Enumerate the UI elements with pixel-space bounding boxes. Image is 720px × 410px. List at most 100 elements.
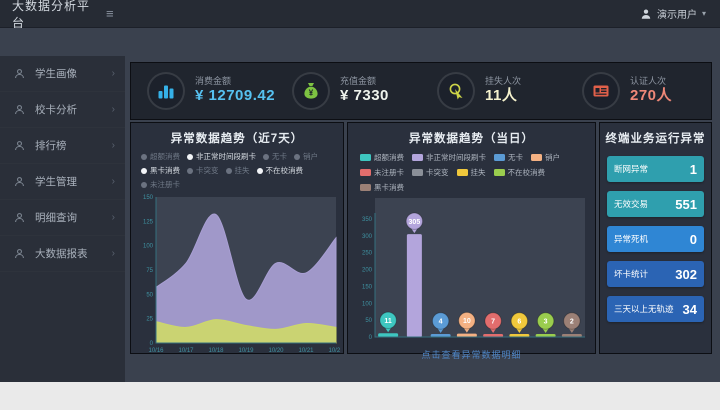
- svg-text:200: 200: [362, 268, 373, 274]
- sidebar-item[interactable]: 学生管理 ›: [0, 164, 125, 200]
- sidebar-item-icon: [13, 211, 27, 225]
- chevron-right-icon: ›: [111, 248, 115, 259]
- sidebar-item-label: 排行榜: [35, 140, 67, 152]
- legend-item[interactable]: 挂失: [225, 165, 250, 176]
- legend-item[interactable]: 卡突变: [412, 167, 449, 178]
- legend-swatch: [494, 154, 505, 161]
- svg-text:2: 2: [570, 319, 574, 326]
- legend-dot: [187, 167, 193, 174]
- svg-text:3: 3: [544, 319, 548, 326]
- legend-item[interactable]: 黑卡消费: [141, 165, 180, 176]
- app-title: 大数据分析平台: [12, 0, 91, 30]
- legend-item[interactable]: 黑卡消费: [360, 182, 404, 193]
- weekly-trend-panel: 异常数据趋势（近7天） 超额消费 非正常时间段刷卡 无卡: [130, 122, 344, 354]
- svg-text:75: 75: [146, 268, 153, 274]
- stat-value: 34: [682, 301, 697, 317]
- kpi-value: 11人: [485, 87, 518, 105]
- legend-swatch: [360, 154, 371, 161]
- legend-dot: [141, 167, 147, 174]
- stat-row: 无效交易 551: [607, 191, 704, 217]
- legend-label: 未注册卡: [150, 180, 180, 189]
- stat-label: 三天以上无轨迹: [614, 304, 674, 314]
- legend-dot: [263, 153, 269, 160]
- legend-label: 销户: [303, 152, 318, 161]
- dashboard: 学生画像 › 校卡分析 › 排行榜 ›: [0, 28, 720, 382]
- sidebar-item-icon: [13, 103, 27, 117]
- kpi-label: 充值金额: [340, 76, 377, 86]
- svg-text:150: 150: [362, 284, 373, 290]
- legend-item[interactable]: 未注册卡: [141, 179, 180, 190]
- legend-item[interactable]: 卡突变: [187, 165, 219, 176]
- sidebar-item-icon: [13, 139, 27, 153]
- sidebar-item[interactable]: 大数据报表 ›: [0, 236, 125, 272]
- legend-label: 卡突变: [196, 166, 219, 175]
- user-menu[interactable]: 演示用户 ▾: [640, 6, 720, 21]
- terminal-stats-list: 断网异常 1 无效交易 551 异常死机 0 坏卡统计 302: [600, 146, 711, 322]
- today-trend-title: 异常数据趋势（当日）: [409, 133, 534, 145]
- svg-text:11: 11: [384, 318, 392, 325]
- chevron-right-icon: ›: [111, 68, 115, 79]
- legend-item[interactable]: 无卡: [494, 152, 523, 163]
- kpi-value: ¥ 7330: [340, 87, 389, 105]
- legend-label: 未注册卡: [374, 168, 404, 177]
- legend-label: 无卡: [272, 152, 287, 161]
- legend-item[interactable]: 非正常时间段刷卡: [187, 151, 256, 162]
- svg-text:300: 300: [362, 234, 373, 240]
- chevron-right-icon: ›: [111, 176, 115, 187]
- today-detail-link[interactable]: 点击查看异常数据明细: [421, 350, 522, 360]
- chevron-right-icon: ›: [111, 212, 115, 223]
- legend-item[interactable]: 销户: [294, 151, 318, 162]
- legend-item[interactable]: 挂失: [456, 167, 486, 178]
- legend-swatch: [456, 169, 468, 176]
- svg-text:0: 0: [150, 341, 154, 347]
- today-bar-chart: 0 50 100 150 200 250 300 350 11 305 4 10 7 6 3 2: [362, 198, 585, 341]
- weekly-trend-title: 异常数据趋势（近7天）: [170, 133, 304, 145]
- kpi-auth-count: 认证人次 270人: [566, 72, 711, 110]
- coins-icon: [147, 72, 185, 110]
- weekly-trend-legend: 超额消费 非正常时间段刷卡 无卡 销户: [131, 146, 343, 192]
- legend-label: 无卡: [508, 153, 523, 162]
- sidebar-item-label: 学生管理: [35, 176, 77, 188]
- legend-dot: [294, 153, 300, 160]
- svg-text:10/19: 10/19: [238, 348, 254, 354]
- legend-dot: [225, 167, 232, 174]
- legend-label: 销户: [545, 153, 560, 162]
- terminal-anomaly-title: 终端业务运行异常: [605, 133, 706, 145]
- kpi-recharge-amount: ¥ 充值金额 ¥ 7330: [276, 72, 421, 110]
- legend-dot: [187, 153, 193, 160]
- user-name: 演示用户: [656, 10, 697, 21]
- legend-item[interactable]: 未注册卡: [360, 167, 404, 178]
- legend-item[interactable]: 超额消费: [360, 152, 404, 163]
- svg-text:250: 250: [362, 251, 373, 257]
- legend-label: 超额消费: [374, 153, 404, 162]
- sidebar-item[interactable]: 学生画像 ›: [0, 56, 125, 92]
- sidebar-item-icon: [13, 175, 27, 189]
- legend-item[interactable]: 不在校消费: [256, 165, 304, 176]
- legend-item[interactable]: 不在校消费: [493, 167, 545, 178]
- legend-swatch: [360, 169, 371, 176]
- user-icon: [640, 8, 652, 20]
- svg-text:6: 6: [517, 319, 521, 326]
- svg-text:100: 100: [362, 301, 373, 307]
- stat-label: 异常死机: [614, 234, 649, 244]
- svg-text:¥: ¥: [309, 89, 314, 98]
- stat-value: 0: [689, 231, 697, 247]
- svg-text:10/22: 10/22: [328, 348, 340, 354]
- legend-item[interactable]: 超额消费: [141, 151, 180, 162]
- stat-row: 三天以上无轨迹 34: [607, 296, 704, 322]
- sidebar-item[interactable]: 校卡分析 ›: [0, 92, 125, 128]
- legend-item[interactable]: 无卡: [263, 151, 287, 162]
- today-trend-panel: 异常数据趋势（当日） 超额消费 非正常时间段刷卡 无卡: [347, 122, 596, 360]
- svg-text:350: 350: [362, 217, 373, 223]
- chevron-down-icon: ▾: [701, 9, 706, 18]
- legend-label: 不在校消费: [265, 166, 304, 175]
- legend-item[interactable]: 销户: [531, 152, 560, 163]
- sidebar-toggle-icon[interactable]: ≡: [106, 6, 114, 21]
- svg-text:125: 125: [143, 219, 154, 225]
- legend-swatch: [531, 154, 542, 161]
- svg-text:10: 10: [463, 318, 471, 325]
- sidebar-item[interactable]: 排行榜 ›: [0, 128, 125, 164]
- sidebar-item[interactable]: 明细查询 ›: [0, 200, 125, 236]
- legend-label: 黑卡消费: [150, 166, 180, 175]
- legend-item[interactable]: 非正常时间段刷卡: [412, 152, 486, 163]
